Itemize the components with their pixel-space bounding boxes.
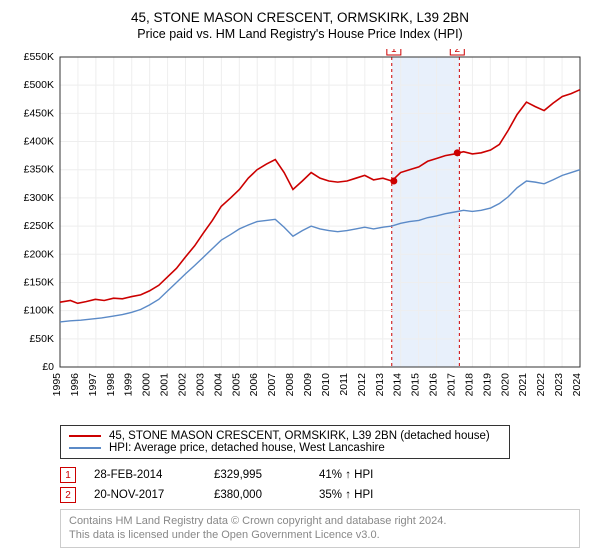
svg-text:£150K: £150K xyxy=(24,276,54,288)
svg-text:2017: 2017 xyxy=(445,373,457,397)
sale-row-2: 2 20-NOV-2017 £380,000 35% ↑ HPI xyxy=(60,487,588,503)
svg-text:£400K: £400K xyxy=(24,136,54,148)
legend-label: 45, STONE MASON CRESCENT, ORMSKIRK, L39 … xyxy=(109,430,490,442)
svg-text:2019: 2019 xyxy=(481,373,493,397)
chart-area: £0 £50K £100K £150K £200K £250K £300K £350K £400… xyxy=(12,49,588,419)
svg-text:£500K: £500K xyxy=(24,79,54,91)
svg-text:2007: 2007 xyxy=(266,373,278,397)
svg-text:2005: 2005 xyxy=(230,373,242,397)
svg-text:2014: 2014 xyxy=(392,373,404,397)
svg-text:2001: 2001 xyxy=(159,373,171,397)
svg-text:2: 2 xyxy=(454,49,460,55)
svg-text:£50K: £50K xyxy=(29,333,54,345)
svg-text:1998: 1998 xyxy=(105,373,117,397)
legend-swatch xyxy=(69,447,101,449)
sale-marker-icon: 2 xyxy=(60,487,76,503)
svg-text:£250K: £250K xyxy=(24,220,54,232)
sale-price: £380,000 xyxy=(214,489,319,501)
legend-swatch xyxy=(69,435,101,437)
sale-hpi-delta: 41% ↑ HPI xyxy=(319,469,419,481)
legend-label: HPI: Average price, detached house, West… xyxy=(109,442,385,454)
svg-text:2009: 2009 xyxy=(302,373,314,397)
sale-marker-icon: 1 xyxy=(60,467,76,483)
sale-price: £329,995 xyxy=(214,469,319,481)
svg-text:2000: 2000 xyxy=(141,373,153,397)
svg-text:2015: 2015 xyxy=(410,373,422,397)
svg-text:£200K: £200K xyxy=(24,248,54,260)
svg-text:1997: 1997 xyxy=(87,373,99,397)
svg-text:2021: 2021 xyxy=(517,373,529,397)
svg-text:2018: 2018 xyxy=(463,373,475,397)
svg-text:2016: 2016 xyxy=(428,373,440,397)
svg-text:2002: 2002 xyxy=(177,373,189,397)
svg-text:2003: 2003 xyxy=(194,373,206,397)
svg-text:2013: 2013 xyxy=(374,373,386,397)
svg-text:2011: 2011 xyxy=(338,373,350,396)
svg-text:£0: £0 xyxy=(42,361,54,373)
svg-text:2010: 2010 xyxy=(320,373,332,397)
svg-text:2008: 2008 xyxy=(284,373,296,397)
sale-date: 20-NOV-2017 xyxy=(94,489,214,501)
sale-row-1: 1 28-FEB-2014 £329,995 41% ↑ HPI xyxy=(60,467,588,483)
footer-attribution: Contains HM Land Registry data © Crown c… xyxy=(60,509,580,548)
line-chart: £0 £50K £100K £150K £200K £250K £300K £350K £400… xyxy=(12,49,588,419)
legend-item-hpi: HPI: Average price, detached house, West… xyxy=(69,442,501,454)
footer-line2: This data is licensed under the Open Gov… xyxy=(69,528,571,542)
svg-text:2012: 2012 xyxy=(356,373,368,397)
svg-text:2006: 2006 xyxy=(248,373,260,397)
svg-text:£100K: £100K xyxy=(24,305,54,317)
svg-text:£350K: £350K xyxy=(24,164,54,176)
svg-text:2004: 2004 xyxy=(212,373,224,397)
footer-line1: Contains HM Land Registry data © Crown c… xyxy=(69,514,571,528)
svg-text:1999: 1999 xyxy=(123,373,135,397)
chart-container: 45, STONE MASON CRESCENT, ORMSKIRK, L39 … xyxy=(0,0,600,558)
svg-text:2022: 2022 xyxy=(535,373,547,397)
svg-text:2023: 2023 xyxy=(553,373,565,397)
sales-table: 1 28-FEB-2014 £329,995 41% ↑ HPI 2 20-NO… xyxy=(60,467,588,503)
svg-text:£300K: £300K xyxy=(24,192,54,204)
svg-text:£450K: £450K xyxy=(24,107,54,119)
sale-hpi-delta: 35% ↑ HPI xyxy=(319,489,419,501)
legend-item-property: 45, STONE MASON CRESCENT, ORMSKIRK, L39 … xyxy=(69,430,501,442)
page-title: 45, STONE MASON CRESCENT, ORMSKIRK, L39 … xyxy=(12,10,588,25)
svg-text:2024: 2024 xyxy=(571,373,583,397)
page-subtitle: Price paid vs. HM Land Registry's House … xyxy=(12,27,588,41)
sale-date: 28-FEB-2014 xyxy=(94,469,214,481)
svg-text:1995: 1995 xyxy=(51,373,63,397)
svg-text:1: 1 xyxy=(391,49,397,55)
svg-text:£550K: £550K xyxy=(24,51,54,63)
svg-text:2020: 2020 xyxy=(499,373,511,397)
legend: 45, STONE MASON CRESCENT, ORMSKIRK, L39 … xyxy=(60,425,510,459)
svg-text:1996: 1996 xyxy=(69,373,81,397)
